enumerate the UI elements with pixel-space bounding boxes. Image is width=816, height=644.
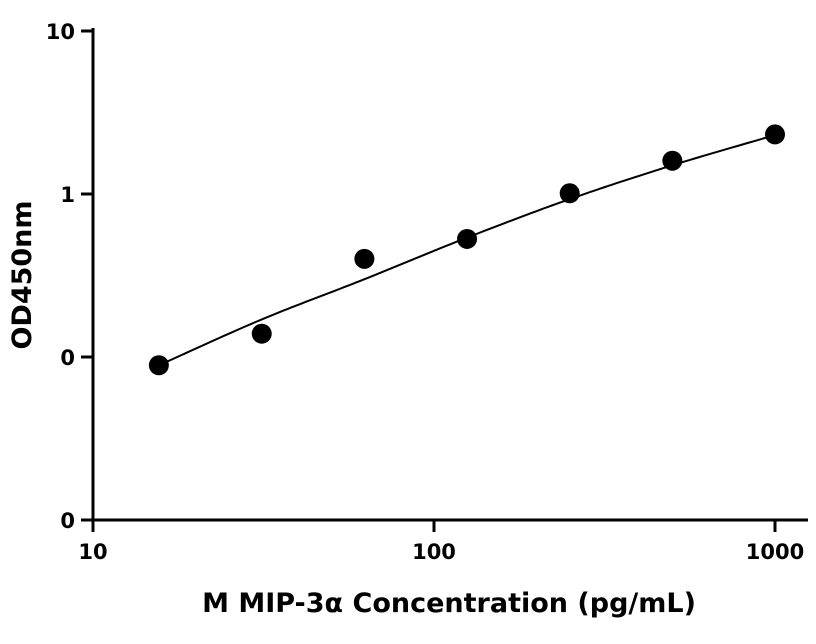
x-axis-title: M MIP-3α Concentration (pg/mL) xyxy=(202,588,696,619)
data-point xyxy=(765,124,785,145)
x-tick-label: 1000 xyxy=(746,540,804,564)
data-points xyxy=(148,124,785,376)
x-tick-label: 100 xyxy=(412,540,456,564)
data-point xyxy=(662,150,683,171)
y-axis-title: OD450nm xyxy=(7,200,38,349)
data-point xyxy=(148,355,169,376)
x-tick-label: 10 xyxy=(78,540,107,564)
data-point xyxy=(251,323,272,344)
y-tick-label: 10 xyxy=(46,20,75,44)
data-point xyxy=(354,248,375,269)
y-tick-label: 0 xyxy=(60,509,75,533)
axes xyxy=(91,28,808,522)
ticks: 10 100 1000 0 0 1 10 xyxy=(46,20,804,564)
fit-curve-layer xyxy=(158,134,776,367)
data-point xyxy=(457,228,478,249)
fit-curve xyxy=(158,134,776,367)
y-tick-label: 0 xyxy=(60,346,75,370)
y-tick-label: 1 xyxy=(60,183,75,207)
data-point xyxy=(559,183,580,204)
